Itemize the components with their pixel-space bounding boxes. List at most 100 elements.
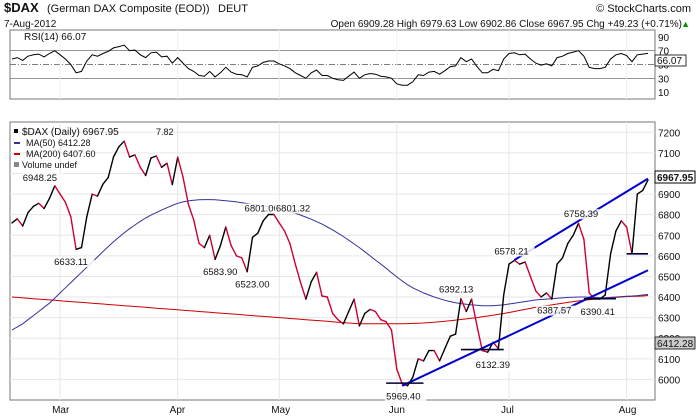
price-segment [80,215,88,249]
price-segment [524,261,532,278]
price-segment [508,259,516,265]
price-segment [235,255,243,259]
annotation-bg [536,305,578,316]
price-segment [219,226,227,247]
price-segment [225,226,232,247]
price-annotation: 6390.41 [581,307,615,318]
price-segment [636,189,644,195]
price-tick-label: 6500 [658,272,681,283]
price-segment [535,290,542,298]
annotation-bg [579,307,621,318]
price-annotation: 6801.32 [276,203,310,214]
price-segment [332,312,339,321]
price-segment [438,347,446,362]
annotation-bg [202,267,244,278]
rsi-tick-label: 30 [658,74,670,85]
rsi-label: RSI(14) 66.07 [24,32,87,43]
price-segment [567,234,574,245]
price-segment [192,219,200,245]
price-segment [513,259,521,265]
price-segment [128,154,136,158]
trend-lines [386,177,649,387]
price-segment [561,242,569,259]
price-segment [380,319,387,323]
price-segment [198,242,206,249]
price-segment [262,213,270,222]
price-segment [609,230,617,255]
price-segment [273,213,280,224]
month-tick-label: Jun [389,405,405,416]
price-segment [540,292,548,298]
price-tick-label: 6700 [658,231,681,242]
price-annotation: 6392.13 [439,285,473,296]
price-segment [577,222,585,241]
annotation-bg [562,209,605,220]
price-annotation: 6132.39 [476,360,510,371]
price-segment [102,176,109,185]
price-segment [551,263,558,300]
price-tick-label: 6000 [658,375,681,386]
price-segment [107,156,115,179]
price-segment [160,162,168,169]
price-segment [374,310,382,321]
price-segment [112,145,120,158]
price-annotation: 6633.11 [54,257,88,268]
price-segment [54,185,61,195]
ma50-line [11,199,649,331]
price-segment [96,183,104,197]
price-panel-frame [9,121,656,401]
price-segment [631,193,638,255]
price-segment [187,203,195,221]
price-segment [214,244,222,261]
price-segment [86,193,93,218]
price-segment [433,349,441,362]
price-segment [449,333,457,337]
price-segment [604,253,612,296]
price-segment [572,222,580,237]
legend-swatch-price [14,129,18,133]
price-segment [43,197,51,210]
legend-swatch-ma50 [14,142,20,144]
price-annotation: 6523.00 [235,280,269,291]
rsi-line [11,44,649,86]
price-tick-label: 6300 [658,314,681,325]
month-tick-label: Jul [501,405,514,416]
legend-ma50: MA(50) 6412.28 [26,138,91,148]
price-annotation: 6387.57 [537,306,571,317]
brand-watermark: © StockCharts.com [596,3,691,15]
ma-price-tag: 6412.28 [654,336,696,350]
price-segment [412,358,419,378]
rsi-value-tag-box [654,54,687,67]
price-segment [289,242,296,265]
price-segment [171,156,179,186]
price-segment [519,261,526,265]
price-segment [139,166,147,177]
price-segment [59,193,67,204]
price-segment [529,275,537,292]
annotation-bg [21,173,63,184]
ma-price-tag-box [654,336,696,350]
price-segment [208,234,216,261]
rsi-panel: RSI(14) 66.07 9070503010 66.07 [9,29,687,100]
annotation-bg [385,391,427,402]
price-segment [583,238,590,294]
price-segment [460,298,467,313]
month-tick-label: May [271,405,290,416]
price-segment [305,280,312,300]
price-segment [241,257,248,273]
price-segment [123,140,131,158]
price-annotation: 6801.00 [245,203,279,214]
price-segment [11,218,18,224]
price-segment [203,234,211,249]
price-segment [251,232,259,239]
price-segment [444,335,451,350]
price-segment [615,220,622,232]
price-tick-label: 6800 [658,211,681,222]
price-segment [64,201,72,218]
price-segment [230,244,238,257]
trend-line-2 [513,177,649,261]
price-segment [144,157,152,177]
price-segment [48,185,56,200]
price-segment [176,156,184,178]
